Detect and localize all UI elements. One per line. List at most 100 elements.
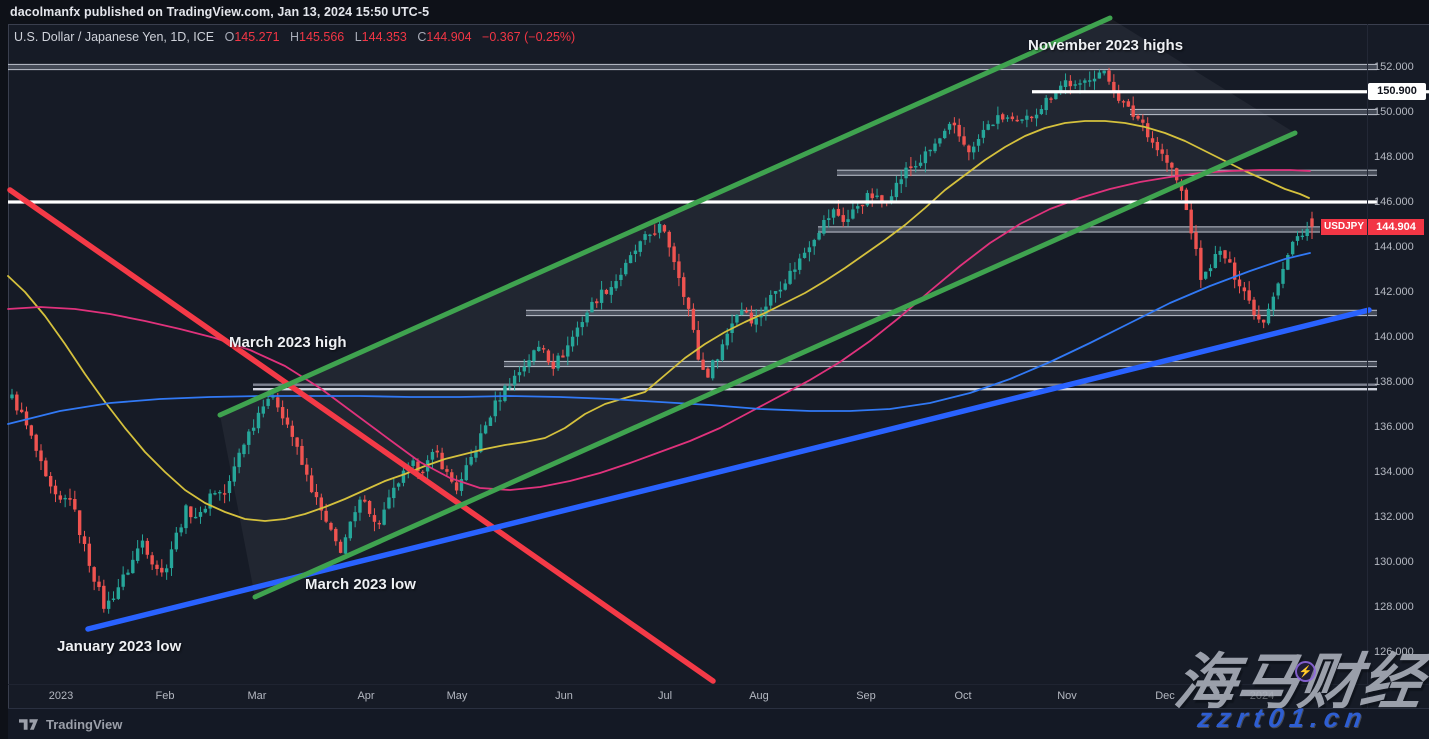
candle-body: [1213, 254, 1218, 268]
candle-body: [358, 499, 362, 513]
candle-body: [1266, 308, 1271, 324]
candle-body: [377, 522, 381, 525]
candle-body: [986, 124, 990, 130]
candle-body: [459, 479, 464, 491]
candle-body: [991, 124, 995, 127]
level-141.07: [526, 310, 1377, 316]
candle-body: [793, 269, 797, 272]
symbol-legend[interactable]: U.S. Dollar / Japanese Yen, 1D, ICE O145…: [14, 30, 575, 44]
candle-body: [1300, 235, 1305, 238]
candle-body: [590, 301, 594, 313]
candle-body: [1005, 117, 1010, 119]
candle-body: [643, 234, 647, 240]
publish-header: dacolmanfx published on TradingView.com,…: [10, 5, 429, 19]
candle-body: [1271, 296, 1276, 310]
candle-body: [450, 472, 454, 482]
tradingview-wordmark[interactable]: TradingView: [46, 716, 123, 732]
candle-body: [1010, 116, 1015, 120]
chart-annotation: March 2023 high: [229, 334, 347, 351]
candle-body: [512, 375, 517, 386]
candle-body: [947, 123, 952, 130]
time-axis-label: Mar: [247, 690, 267, 702]
candle-body: [1058, 85, 1063, 92]
candle-body: [633, 250, 638, 254]
candle-body: [952, 122, 957, 126]
green-channel-fill: [220, 18, 1295, 597]
candle-body: [817, 232, 821, 240]
candle-body: [856, 206, 860, 209]
candle-body: [841, 215, 845, 222]
candle-body: [870, 193, 874, 199]
candle-body: [570, 336, 575, 347]
candle-body: [208, 493, 212, 509]
candle-body: [34, 434, 38, 451]
candle-body: [1189, 209, 1193, 234]
candle-body: [198, 512, 203, 517]
candle-body: [392, 487, 396, 499]
candle-body: [387, 497, 391, 509]
chart-card: [8, 24, 1429, 739]
price-axis-label: 148.000: [1374, 151, 1414, 163]
candle-body: [1083, 80, 1087, 83]
candle-body: [1078, 83, 1082, 85]
candle-body: [662, 225, 667, 232]
candle-body: [749, 312, 754, 324]
price-axis-label: 136.000: [1374, 421, 1414, 433]
time-axis-label: Sep: [856, 690, 876, 702]
level-147.3: [837, 170, 1377, 176]
candle-body: [1295, 236, 1300, 241]
candle-body: [77, 510, 82, 535]
green-channel-upper-line[interactable]: [217, 15, 1113, 418]
price-axis-label: 142.000: [1374, 286, 1414, 298]
candle-body: [503, 385, 507, 401]
candle-body: [653, 233, 657, 235]
price-axis-separator: [1367, 24, 1368, 708]
candle-body: [981, 129, 986, 138]
candle-body: [155, 564, 159, 570]
candle-body: [92, 567, 96, 582]
candle-body: [367, 500, 372, 514]
price-axis-label: 144.000: [1374, 241, 1414, 253]
candle-body: [976, 139, 981, 146]
candle-body: [1155, 141, 1160, 151]
candle-body: [1174, 168, 1179, 181]
candle-body: [812, 239, 816, 247]
candle-body: [1068, 80, 1073, 87]
candle-body: [788, 270, 792, 284]
ma-fast-yellow: [7, 120, 1310, 522]
candle-body: [19, 409, 24, 413]
candle-body: [1203, 271, 1208, 279]
tradingview-logo-icon[interactable]: [19, 717, 39, 732]
candle-body: [595, 301, 599, 304]
candle-body: [261, 406, 266, 414]
time-axis-separator: [8, 684, 1429, 685]
red-downtrend-line[interactable]: [7, 187, 716, 684]
candle-body: [1097, 72, 1102, 79]
candle-body: [1286, 255, 1290, 270]
candle-body: [222, 493, 227, 495]
candle-body: [314, 491, 319, 498]
time-axis-label: Apr: [357, 690, 375, 702]
candle-body: [435, 450, 439, 453]
candle-body: [1310, 218, 1314, 227]
level-150: [1130, 109, 1377, 115]
candle-body: [846, 219, 850, 222]
candle-body: [1184, 189, 1189, 210]
candle-body: [672, 246, 676, 263]
candle-body: [527, 360, 531, 367]
candle-body: [798, 258, 802, 270]
candle-body: [1073, 84, 1077, 86]
candle-body: [131, 559, 135, 574]
candle-body: [1131, 105, 1135, 117]
candle-body: [1305, 229, 1309, 237]
candle-body: [686, 297, 691, 309]
candle-body: [1102, 70, 1106, 74]
candle-body: [957, 124, 961, 137]
candle-body: [140, 540, 145, 548]
candle-body: [116, 587, 121, 599]
candle-body: [541, 348, 546, 350]
time-axis-label: Jun: [555, 690, 573, 702]
candle-body: [247, 431, 251, 445]
green-channel-lower-line[interactable]: [252, 130, 1298, 600]
